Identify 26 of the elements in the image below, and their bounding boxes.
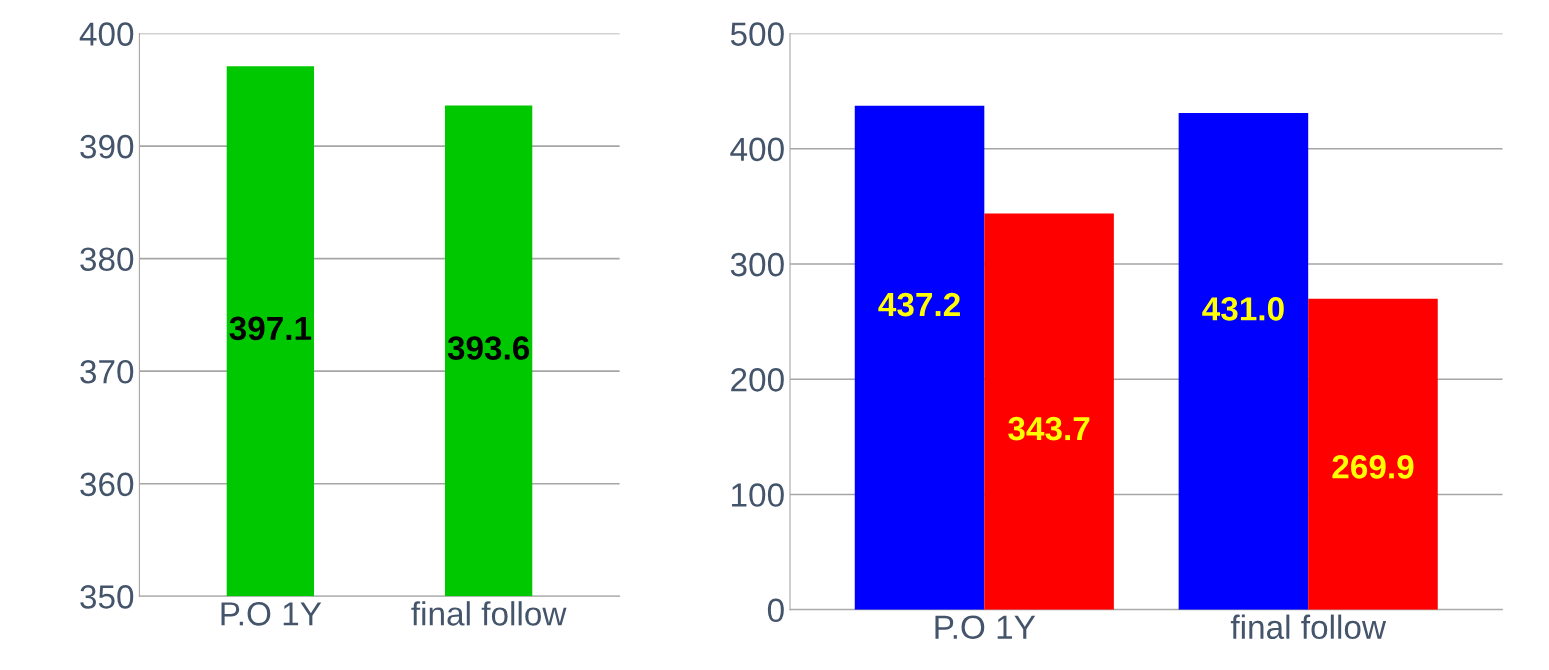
y-tick-label: 100 (732, 483, 784, 507)
data-label: 269.9 (1332, 455, 1414, 479)
data-label: 437.2 (878, 292, 960, 317)
y-tick-label: 370 (80, 359, 134, 384)
data-label: 393.6 (447, 336, 530, 360)
y-tick-label: 360 (80, 472, 134, 497)
y-tick-label: 200 (731, 368, 784, 392)
y-tick-label: 400 (730, 137, 784, 162)
x-tick-label: P.O 1Y (935, 615, 1036, 640)
x-tick-label: P.O 1Y (221, 602, 322, 626)
x-tick-label: final follow (1230, 614, 1387, 640)
data-label: 343.7 (1008, 416, 1090, 441)
bar (1178, 113, 1309, 610)
y-tick-label: 300 (730, 252, 784, 277)
y-tick-label: 500 (730, 22, 784, 46)
bar (984, 213, 1114, 610)
data-label: 397.1 (229, 316, 312, 341)
y-tick-label: 0 (767, 598, 784, 623)
y-tick-label: 390 (80, 134, 134, 159)
data-label: 431.0 (1202, 297, 1284, 321)
y-tick-label: 350 (80, 585, 134, 609)
y-tick-label: 380 (80, 247, 134, 272)
x-tick-label: final follow (411, 601, 567, 626)
bar (1308, 298, 1438, 610)
y-tick-label: 400 (79, 22, 134, 46)
bar (854, 105, 985, 610)
